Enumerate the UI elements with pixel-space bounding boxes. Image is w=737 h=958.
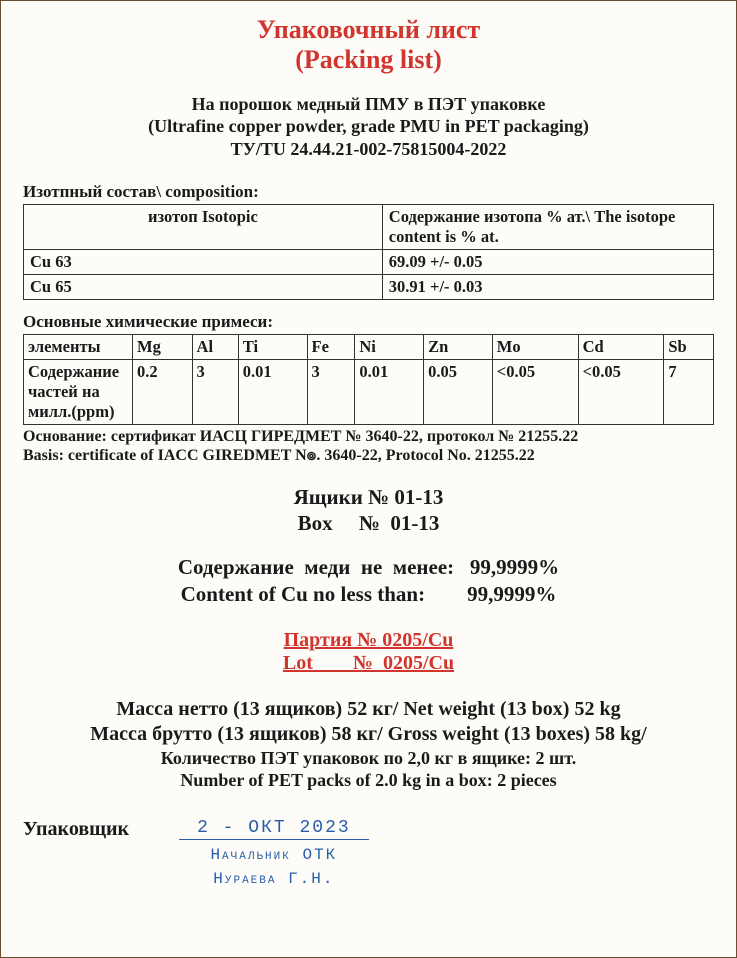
basis-ru: Основание: сертификат ИАСЦ ГИРЕДМЕТ № 36… xyxy=(23,427,714,446)
basis-en: Basis: certificate of IACC GIREDMET N๏. … xyxy=(23,446,714,465)
main-title: Упаковочный лист (Packing list) xyxy=(23,15,714,75)
chem-val: 3 xyxy=(192,360,238,425)
chem-col: Mo xyxy=(492,335,578,360)
stamp-name: Нураева Г.Н. xyxy=(179,870,369,888)
purity-block: Содержание меди не менее: 99,9999% Conte… xyxy=(23,554,714,609)
product-subtitle: На порошок медный ПМУ в ПЭТ упаковке (Ul… xyxy=(23,93,714,161)
lot-en: Lot № 0205/Cu xyxy=(283,652,454,674)
pet-count-ru: Количество ПЭТ упаковок по 2,0 кг в ящик… xyxy=(23,747,714,770)
box-ru: Ящики № 01-13 xyxy=(23,484,714,510)
chem-rowlabel: Содержание частей на милл.(ppm) xyxy=(24,360,133,425)
lot-block: Партия № 0205/Cu Lot № 0205/Cu xyxy=(23,629,714,675)
iso-name: Cu 63 xyxy=(24,250,383,275)
chem-val: <0.05 xyxy=(492,360,578,425)
table-row: элементы Mg Al Ti Fe Ni Zn Mo Cd Sb xyxy=(24,335,714,360)
packing-list-document: Упаковочный лист (Packing list) На порош… xyxy=(0,0,737,958)
chem-col: Zn xyxy=(424,335,493,360)
basis-block: Основание: сертификат ИАСЦ ГИРЕДМЕТ № 36… xyxy=(23,427,714,465)
table-row: Cu 65 30.91 +/- 0.03 xyxy=(24,275,714,300)
net-weight: Масса нетто (13 ящиков) 52 кг/ Net weigh… xyxy=(23,697,714,722)
chem-col: Fe xyxy=(307,335,355,360)
box-range: Ящики № 01-13 Box № 01-13 xyxy=(23,484,714,537)
title-en: (Packing list) xyxy=(23,45,714,75)
chem-col: элементы xyxy=(24,335,133,360)
chem-col: Cd xyxy=(578,335,664,360)
purity-ru: Содержание меди не менее: 99,9999% xyxy=(178,554,559,581)
ction-head: Начальник ОТК xyxy=(179,846,369,864)
packer-row: Упаковщик 2 - ОКТ 2023 Начальник ОТК Нур… xyxy=(23,818,714,888)
stamp-date: 2 - ОКТ 2023 xyxy=(179,818,369,840)
iso-val: 69.09 +/- 0.05 xyxy=(382,250,713,275)
chem-col: Ti xyxy=(238,335,307,360)
box-en: Box № 01-13 xyxy=(23,510,714,536)
pet-count-en: Number of PET packs of 2.0 kg in a box: … xyxy=(23,769,714,792)
purity-en: Content of Cu no less than: 99,9999% xyxy=(181,581,557,608)
chem-col: Ni xyxy=(355,335,424,360)
packer-label: Упаковщик xyxy=(23,818,129,841)
table-row: Содержание частей на милл.(ppm) 0.2 3 0.… xyxy=(24,360,714,425)
weights-block: Масса нетто (13 ящиков) 52 кг/ Net weigh… xyxy=(23,697,714,792)
sub-spec: ТУ/TU 24.44.21-002-75815004-2022 xyxy=(23,138,714,161)
chem-val: <0.05 xyxy=(578,360,664,425)
sub-ru: На порошок медный ПМУ в ПЭТ упаковке xyxy=(23,93,714,116)
lot-ru: Партия № 0205/Cu xyxy=(284,629,454,651)
chem-val: 0.01 xyxy=(238,360,307,425)
iso-header-left: изотоп Isotopic xyxy=(24,205,383,250)
title-ru: Упаковочный лист xyxy=(23,15,714,45)
iso-header-right: Содержание изотопа % ат.\ The isotope co… xyxy=(382,205,713,250)
chem-col: Sb xyxy=(664,335,714,360)
sub-en: (Ultrafine copper powder, grade PMU in P… xyxy=(23,115,714,138)
table-row: Cu 63 69.09 +/- 0.05 xyxy=(24,250,714,275)
chem-val: 7 xyxy=(664,360,714,425)
chem-col: Mg xyxy=(133,335,193,360)
chem-val: 0.2 xyxy=(133,360,193,425)
chem-val: 0.05 xyxy=(424,360,493,425)
date-stamp: 2 - ОКТ 2023 Начальник ОТК Нураева Г.Н. xyxy=(179,818,369,888)
isotopic-table: изотоп Isotopic Содержание изотопа % ат.… xyxy=(23,204,714,300)
isotopic-section-label: Изотпный состав\ composition: xyxy=(23,182,714,202)
chemical-section-label: Основные химические примеси: xyxy=(23,312,714,332)
chem-val: 3 xyxy=(307,360,355,425)
table-row: изотоп Isotopic Содержание изотопа % ат.… xyxy=(24,205,714,250)
iso-name: Cu 65 xyxy=(24,275,383,300)
chem-val: 0.01 xyxy=(355,360,424,425)
chemical-table: элементы Mg Al Ti Fe Ni Zn Mo Cd Sb Соде… xyxy=(23,334,714,425)
chem-col: Al xyxy=(192,335,238,360)
iso-val: 30.91 +/- 0.03 xyxy=(382,275,713,300)
gross-weight: Масса брутто (13 ящиков) 58 кг/ Gross we… xyxy=(23,722,714,747)
